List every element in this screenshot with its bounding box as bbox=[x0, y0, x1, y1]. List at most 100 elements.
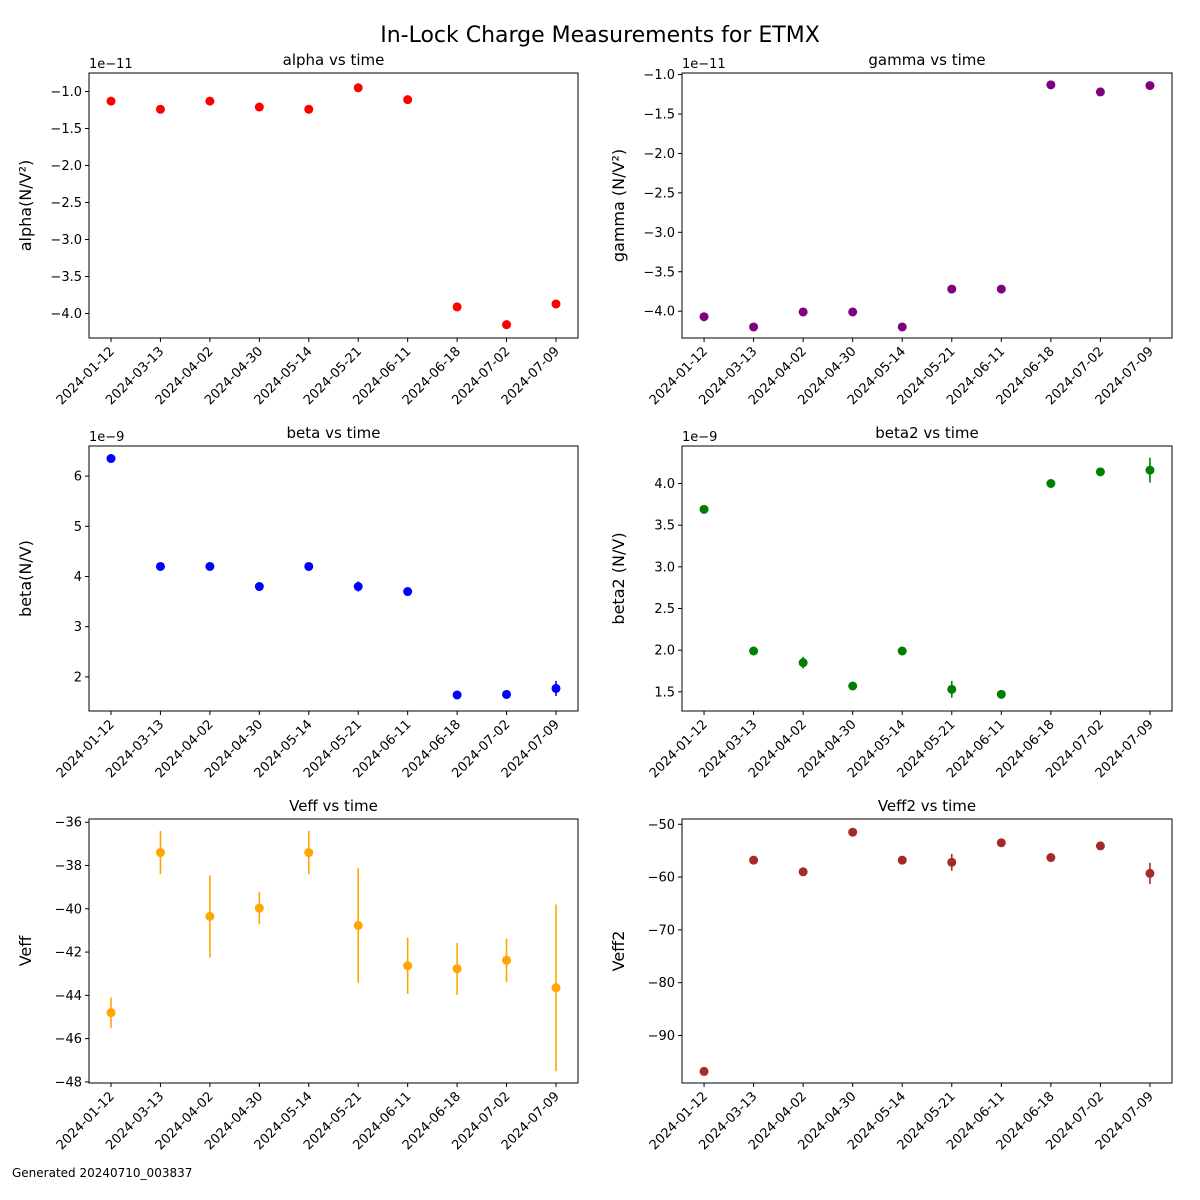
y-axis-label: beta(N/V) bbox=[16, 540, 35, 617]
data-point bbox=[749, 855, 759, 865]
data-point bbox=[254, 903, 264, 913]
data-point bbox=[1145, 81, 1155, 91]
y-offset-text: 1e−11 bbox=[682, 57, 726, 72]
subplot-2: gamma vs time gamma (N/V²) 1e−11 −4.0 −3.5 −3… bbox=[609, 51, 1173, 408]
y-tick-label: −60 bbox=[648, 871, 675, 886]
data-point bbox=[403, 95, 413, 105]
data-point bbox=[403, 961, 413, 971]
data-point bbox=[304, 104, 314, 114]
y-tick-label: −38 bbox=[55, 859, 82, 874]
y-tick-label: 6 bbox=[74, 470, 82, 485]
y-tick-label: 3.0 bbox=[654, 560, 675, 575]
data-point bbox=[749, 646, 759, 656]
data-point bbox=[452, 964, 462, 974]
data-point bbox=[798, 658, 808, 668]
y-tick-label: 5 bbox=[74, 520, 82, 535]
axes-frame bbox=[88, 818, 579, 1084]
y-axis-label: Veff2 bbox=[609, 931, 628, 972]
data-point bbox=[106, 96, 116, 106]
data-point bbox=[996, 838, 1006, 848]
data-point bbox=[1046, 80, 1056, 90]
y-tick-label: −70 bbox=[648, 923, 675, 938]
data-point bbox=[304, 848, 314, 858]
data-point bbox=[1095, 87, 1105, 97]
y-tick-label: −2.0 bbox=[643, 147, 675, 162]
data-point bbox=[947, 684, 957, 694]
y-tick-label: −46 bbox=[55, 1032, 82, 1047]
data-point bbox=[749, 322, 759, 332]
y-tick-label: −80 bbox=[648, 976, 675, 991]
y-axis-label: alpha(N/V²) bbox=[16, 160, 35, 252]
y-tick-label: −42 bbox=[55, 946, 82, 961]
y-offset-text: 1e−11 bbox=[89, 57, 133, 72]
data-point bbox=[897, 646, 907, 656]
data-point bbox=[155, 848, 165, 858]
data-point bbox=[106, 454, 116, 464]
y-tick-label: −44 bbox=[55, 989, 82, 1004]
data-point bbox=[502, 955, 512, 965]
data-point bbox=[1095, 467, 1105, 477]
y-tick-label: −4.0 bbox=[50, 307, 82, 322]
data-point bbox=[155, 104, 165, 114]
y-axis-label: gamma (N/V²) bbox=[609, 149, 628, 262]
y-tick-label: −48 bbox=[55, 1075, 82, 1090]
subplot-title: beta2 vs time bbox=[875, 424, 978, 442]
data-point bbox=[848, 827, 858, 837]
y-tick-label: −3.0 bbox=[643, 226, 675, 241]
data-point bbox=[699, 1066, 709, 1076]
y-offset-text: 1e−9 bbox=[89, 430, 124, 445]
data-point bbox=[452, 690, 462, 700]
data-point bbox=[254, 102, 264, 112]
y-tick-label: −1.0 bbox=[50, 85, 82, 100]
data-point bbox=[897, 322, 907, 332]
figure-title: In-Lock Charge Measurements for ETMX bbox=[380, 23, 820, 48]
subplot-title: beta vs time bbox=[287, 424, 381, 442]
data-point bbox=[106, 1008, 116, 1018]
data-point bbox=[798, 867, 808, 877]
y-tick-label: −3.0 bbox=[50, 233, 82, 248]
subplot-title: Veff vs time bbox=[289, 797, 378, 815]
data-point bbox=[353, 582, 363, 592]
axes-frame bbox=[681, 445, 1173, 712]
y-tick-label: 3 bbox=[74, 620, 82, 635]
subplot-3: beta vs timebeta(N/V)1e−9234562024-01-12… bbox=[16, 424, 579, 781]
y-axis-label: Veff bbox=[16, 935, 35, 967]
data-point bbox=[353, 920, 363, 930]
y-tick-label: −2.5 bbox=[50, 196, 82, 211]
data-point bbox=[1095, 841, 1105, 851]
y-tick-label: 2.5 bbox=[654, 602, 675, 617]
data-point bbox=[798, 307, 808, 317]
axes-frame bbox=[88, 445, 579, 712]
data-point bbox=[699, 504, 709, 514]
y-axis-label: beta2 (N/V) bbox=[609, 532, 628, 624]
data-point bbox=[155, 561, 165, 571]
y-tick-label: −36 bbox=[55, 816, 82, 831]
axes-frame bbox=[681, 818, 1173, 1084]
data-point bbox=[254, 582, 264, 592]
y-tick-label: 2 bbox=[74, 670, 82, 685]
axes-frame bbox=[88, 72, 579, 339]
data-point bbox=[996, 284, 1006, 294]
y-tick-label: −2.0 bbox=[50, 159, 82, 174]
y-tick-label: −1.0 bbox=[643, 68, 675, 83]
subplot-1: alpha vs time alpha(N/V²) 1e−11 −4.0 −3.5 −3.… bbox=[16, 51, 579, 408]
y-tick-label: −50 bbox=[648, 818, 675, 833]
y-tick-label: −3.5 bbox=[643, 265, 675, 280]
data-point bbox=[551, 983, 561, 993]
subplot-4: beta2 vs time beta2 (N/V) 1e−9 1.5 2.0 2.5 3.0… bbox=[609, 424, 1173, 781]
data-point bbox=[699, 312, 709, 322]
generated-footer: Generated 20240710_003837 bbox=[12, 1166, 192, 1180]
y-offset-text: 1e−9 bbox=[682, 430, 717, 445]
subplot-title: gamma vs time bbox=[868, 51, 985, 69]
y-tick-label: −90 bbox=[648, 1029, 675, 1044]
data-point bbox=[551, 683, 561, 693]
data-point bbox=[205, 911, 215, 921]
axes-frame bbox=[681, 72, 1173, 339]
data-point bbox=[502, 689, 512, 699]
subplot-title: Veff2 vs time bbox=[878, 797, 976, 815]
data-point bbox=[502, 320, 512, 330]
data-point bbox=[304, 561, 314, 571]
y-tick-label: −1.5 bbox=[643, 108, 675, 123]
data-point bbox=[205, 561, 215, 571]
